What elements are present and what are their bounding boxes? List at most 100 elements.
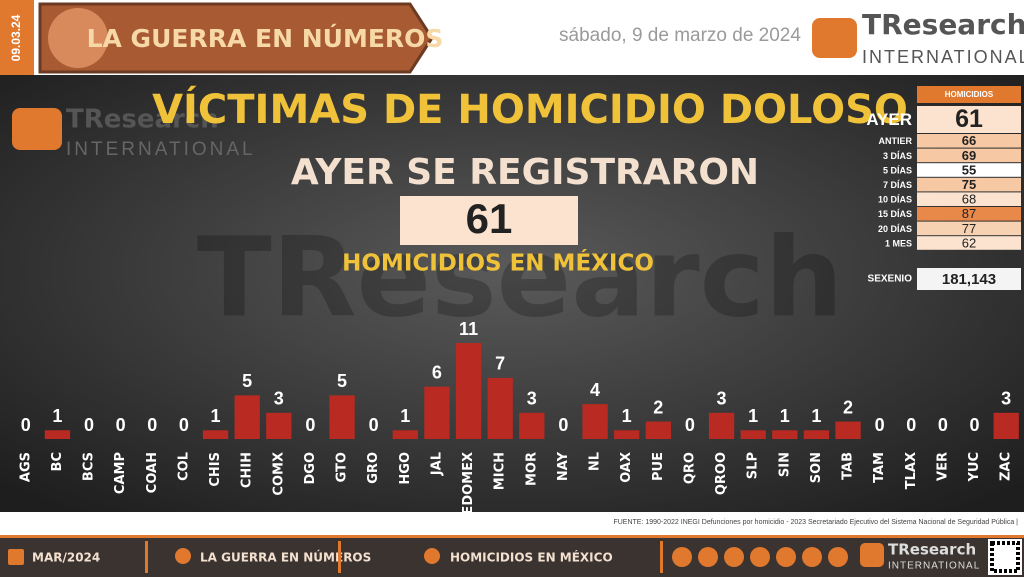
x-tick-label: QROO xyxy=(714,452,729,495)
x-tick-label: HGO xyxy=(398,452,413,485)
summary-cell xyxy=(917,148,1021,163)
summary-cell xyxy=(917,236,1021,250)
summary-label: 10 DÍAS xyxy=(878,195,912,205)
summary-label: 20 DÍAS xyxy=(878,224,912,234)
bar xyxy=(835,421,861,439)
x-tick-label: CAMP xyxy=(113,452,128,494)
twitter-icon[interactable] xyxy=(750,547,770,567)
value-label: 3 xyxy=(717,389,727,409)
value-label: 0 xyxy=(906,415,916,435)
summary-value: 66 xyxy=(962,133,976,148)
x-tick-label: EDOMEX xyxy=(461,452,476,515)
x-tick-label: BC xyxy=(50,452,65,471)
value-label: 1 xyxy=(780,406,790,426)
qr-pattern xyxy=(990,541,1020,573)
value-label: 0 xyxy=(84,415,94,435)
value-label: 0 xyxy=(875,415,885,435)
logo-mark xyxy=(812,18,857,58)
x-tick-label: NL xyxy=(588,452,603,471)
value-label: 2 xyxy=(653,397,663,417)
value-label: 0 xyxy=(116,415,126,435)
bar xyxy=(645,421,671,439)
chart-area xyxy=(0,75,1024,512)
summary-value: 55 xyxy=(962,162,976,177)
bar xyxy=(803,430,830,439)
summary-value: 69 xyxy=(962,148,976,163)
bar xyxy=(424,386,450,439)
value-label: 4 xyxy=(590,380,600,400)
footer-topic: HOMICIDIOS EN MÉXICO xyxy=(450,550,613,565)
chat-icon xyxy=(424,548,440,564)
bar xyxy=(708,412,735,439)
x-tick-label: AGS xyxy=(18,452,33,482)
summary-label: 5 DÍAS xyxy=(883,165,912,175)
caption: HOMICIDIOS EN MÉXICO xyxy=(342,249,654,277)
x-tick-label: SLP xyxy=(746,452,761,479)
value-label: 5 xyxy=(242,371,252,391)
x-tick-label: YUC xyxy=(967,452,982,483)
summary-header-bg xyxy=(917,86,1021,103)
value-label: 11 xyxy=(459,319,478,339)
source: FUENTE: 1990-2022 INEGI Defunciones por … xyxy=(613,519,1018,526)
value-label: 5 xyxy=(337,371,347,391)
date: sábado, 9 de marzo de 2024 xyxy=(559,25,801,46)
bar xyxy=(740,430,766,439)
x-tick-label: SON xyxy=(809,452,824,483)
footer-rule xyxy=(0,535,1024,538)
value-label: 3 xyxy=(274,389,284,409)
value-label: 0 xyxy=(558,415,568,435)
footer-month: MAR/2024 xyxy=(32,551,100,565)
x-tick-label: BCS xyxy=(82,452,97,481)
summary-value: 75 xyxy=(962,177,976,192)
summary-label: 3 DÍAS xyxy=(883,151,912,161)
summary-value: 68 xyxy=(962,192,976,207)
separator xyxy=(145,541,148,573)
social-icons xyxy=(672,547,848,567)
value-label: 3 xyxy=(527,389,537,409)
x-tick-label: CHIS xyxy=(208,452,223,487)
value-label: 7 xyxy=(495,354,505,374)
bar xyxy=(772,430,798,439)
x-tick-label: MOR xyxy=(524,452,539,486)
bar xyxy=(329,395,355,439)
facebook-icon[interactable] xyxy=(776,547,796,567)
mail-icon[interactable] xyxy=(724,547,744,567)
linkedin-icon[interactable] xyxy=(802,547,822,567)
calendar-icon xyxy=(8,549,24,565)
summary-value: 61 xyxy=(955,105,983,133)
footer xyxy=(0,535,1024,577)
total-box xyxy=(400,196,578,245)
value-label: 0 xyxy=(938,415,948,435)
sexenio-label: SEXENIO xyxy=(868,274,913,285)
value-label: 0 xyxy=(369,415,379,435)
bar xyxy=(234,395,260,439)
bar xyxy=(266,412,292,439)
header-logo: TResearch INTERNATIONAL xyxy=(812,8,1024,67)
value-label: 0 xyxy=(685,415,695,435)
summary-label: 7 DÍAS xyxy=(883,180,912,190)
subtitle: AYER SE REGISTRARON xyxy=(291,152,759,193)
x-tick-label: TLAX xyxy=(904,452,919,489)
summary-label: ANTIER xyxy=(879,136,913,146)
youtube-icon[interactable] xyxy=(828,547,848,567)
summary-cell xyxy=(917,192,1021,206)
x-tick-label: COMX xyxy=(271,452,286,496)
date-tag: 09.03.24 xyxy=(9,14,23,61)
bar xyxy=(582,404,608,439)
value-label: 0 xyxy=(179,415,189,435)
phone-icon[interactable] xyxy=(698,547,718,567)
web-icon[interactable] xyxy=(672,547,692,567)
summary-header: HOMICIDIOS xyxy=(945,90,994,99)
value-label: 0 xyxy=(21,415,31,435)
bar-chart: 0 AGS 1 BC 0 BCS 0 CAMP 0 COAH 0 COL 1 CHIS 5 CHIH 3 COMX… xyxy=(18,319,1019,515)
bar xyxy=(455,343,482,439)
value-label: 1 xyxy=(52,406,62,426)
value-label: 3 xyxy=(1001,389,1011,409)
x-tick-label: MICH xyxy=(493,452,508,490)
x-tick-label: TAM xyxy=(872,452,887,483)
summary-cell xyxy=(917,106,1021,133)
summary-cell xyxy=(917,207,1021,221)
logo-name: TResearch xyxy=(66,105,219,135)
value-label: 1 xyxy=(811,406,821,426)
